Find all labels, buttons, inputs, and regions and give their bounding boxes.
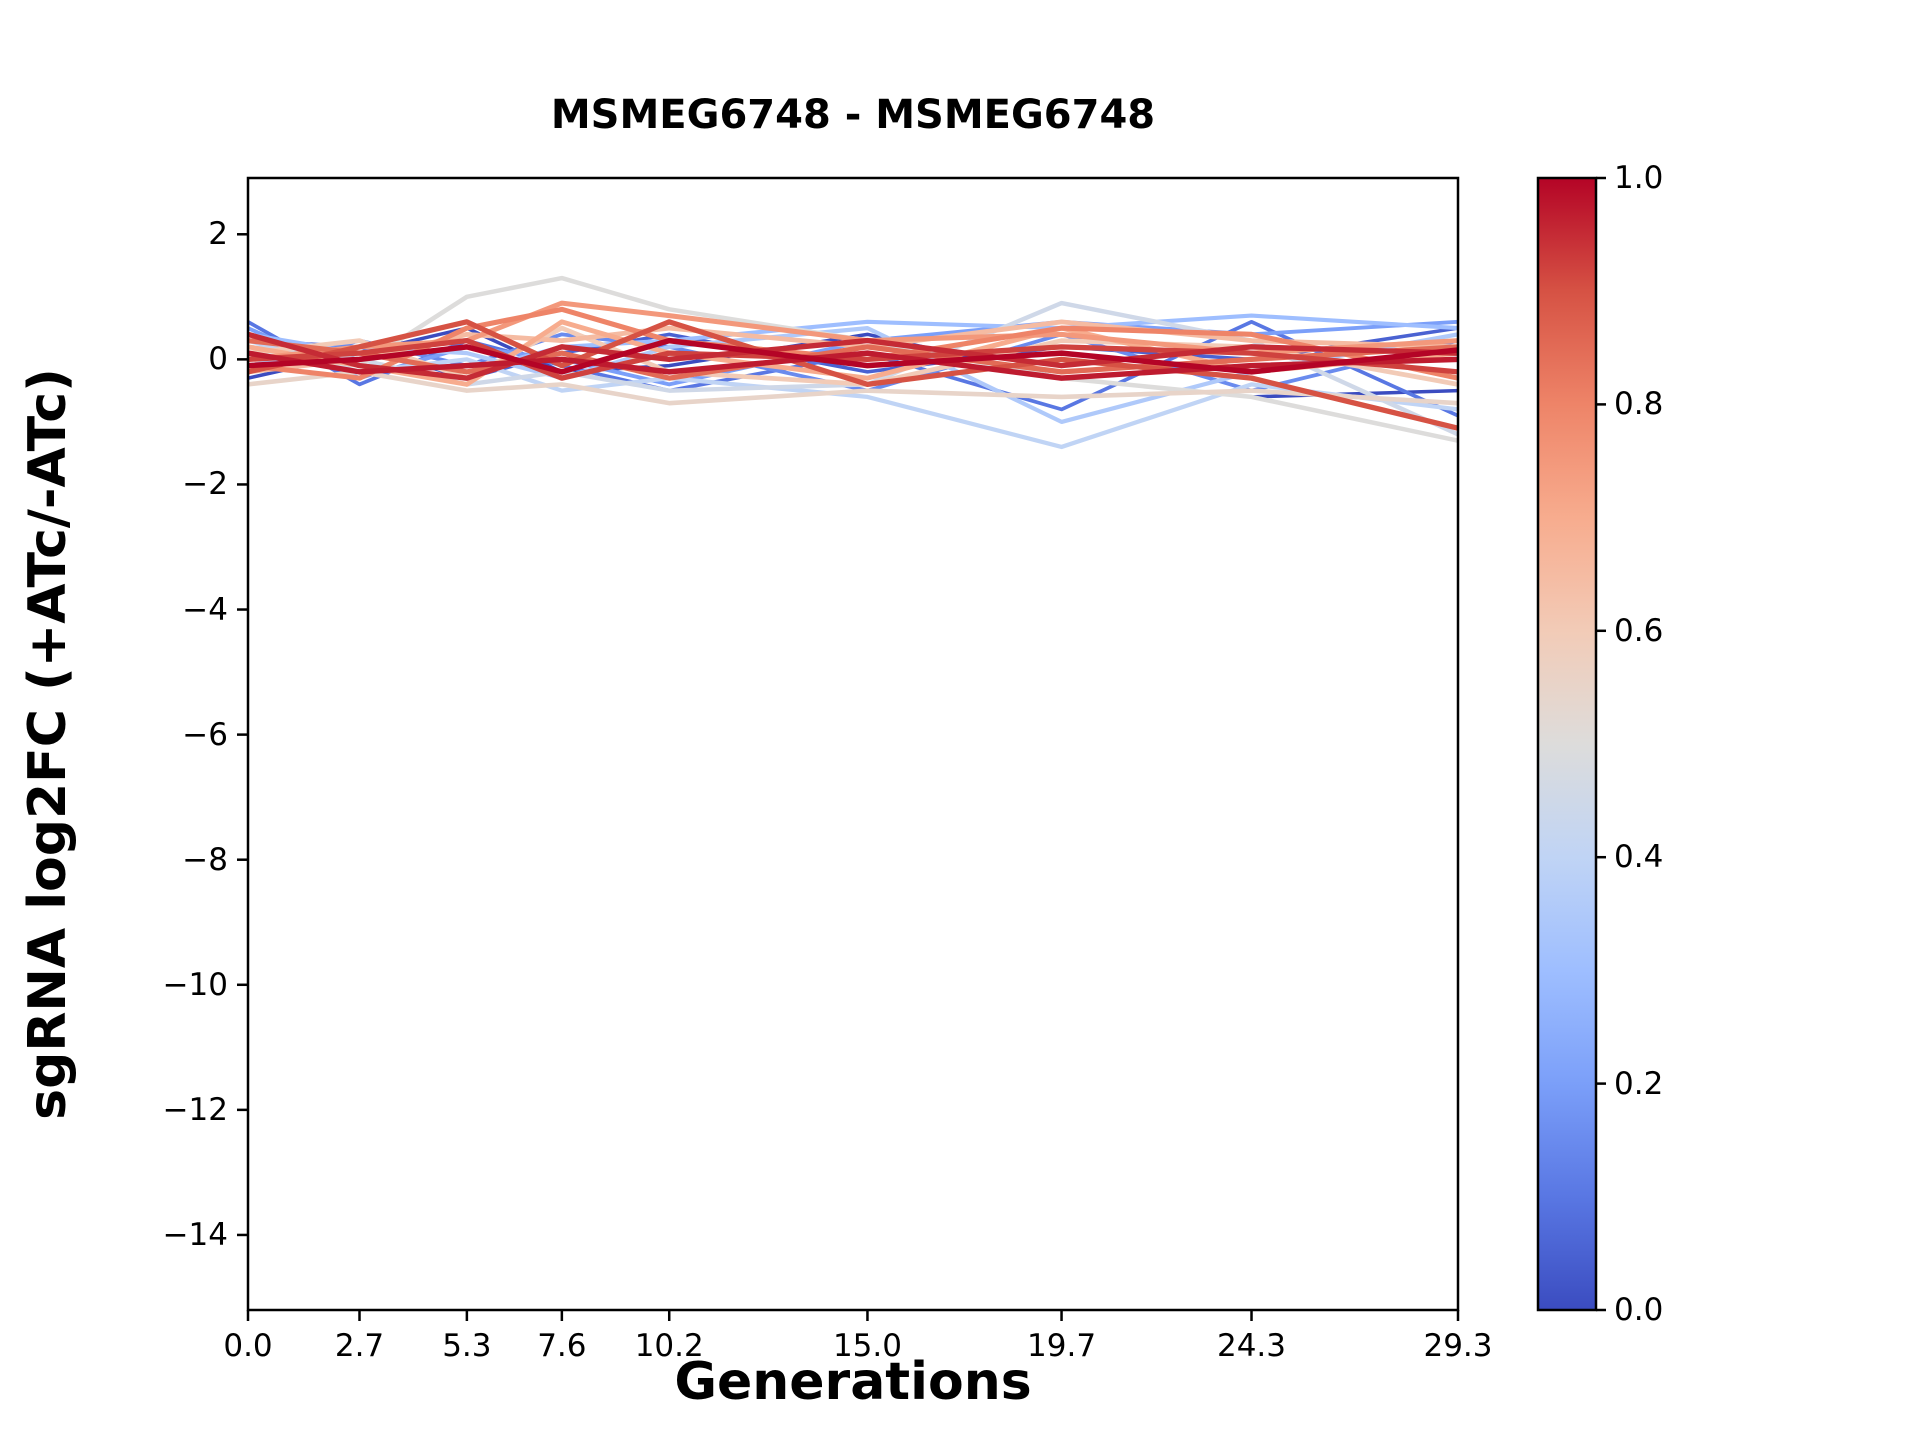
y-tick-label: 0 [208, 341, 228, 378]
x-tick-label: 29.3 [1423, 1328, 1493, 1364]
series-line-sgRNA_11 [248, 369, 1458, 406]
y-tick-label: −4 [182, 591, 228, 628]
colorbar-tick-label: 0.8 [1614, 386, 1664, 423]
y-tick-label: −2 [182, 466, 228, 503]
colorbar-gradient [1538, 178, 1596, 1310]
series-line-sgRNA_15 [248, 300, 1458, 362]
series-line-sgRNA_22 [248, 337, 1458, 375]
y-tick-label: −6 [182, 716, 228, 753]
axes-spines [246, 176, 1460, 1312]
x-tick-label: 19.7 [1027, 1328, 1097, 1364]
series-line-sgRNA_21 [248, 350, 1458, 381]
y-tick-label: −10 [162, 966, 228, 1003]
x-tick-label: 15.0 [832, 1328, 902, 1364]
y-tick-label: −8 [182, 841, 228, 878]
x-tick-label: 7.6 [537, 1328, 587, 1364]
colorbar-tick-label: 0.2 [1614, 1065, 1664, 1102]
x-tick-label: 24.3 [1216, 1328, 1287, 1364]
colorbar-tick-label: 1.0 [1614, 160, 1664, 196]
y-tick-label: −12 [162, 1091, 228, 1128]
chart-title: MSMEG6748 - MSMEG6748 [550, 92, 1156, 138]
x-tick-label: 2.7 [334, 1328, 385, 1364]
x-axis-label: Generations [674, 1352, 1032, 1412]
x-tick-label: 10.2 [634, 1328, 704, 1364]
colorbar-tick-label: 0.4 [1614, 839, 1664, 876]
series-lines [248, 275, 1458, 450]
y-tick-label: −14 [162, 1216, 228, 1253]
x-tick-label: 0.0 [223, 1328, 273, 1364]
x-tick-label: 5.3 [442, 1328, 492, 1364]
colorbar-tick-label: 0.6 [1614, 612, 1664, 649]
colorbar-tick-label: 0.0 [1614, 1292, 1664, 1328]
colorbar-outline [1536, 176, 1598, 1312]
y-tick-label: 2 [208, 216, 228, 253]
